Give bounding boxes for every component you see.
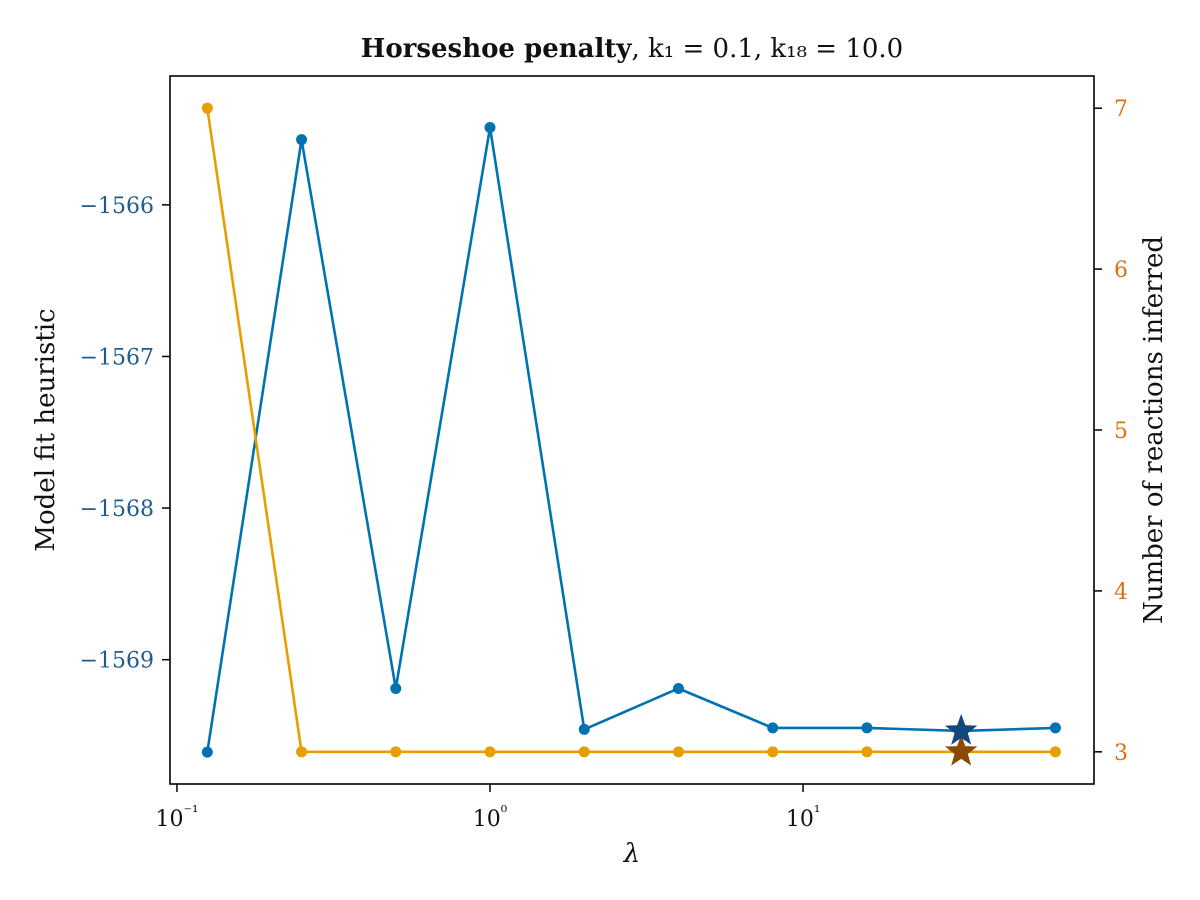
right-axis-series-point xyxy=(201,102,213,114)
right-highlight-star xyxy=(945,734,978,766)
right-axis-series-point xyxy=(1049,746,1061,758)
right-axis-ticks: 3 4 5 6 7 xyxy=(1094,97,1128,766)
left-axis-series-point xyxy=(861,722,873,734)
left-tick-label: −1567 xyxy=(80,345,154,370)
left-axis-ticks: −1566 −1567 −1568 −1569 xyxy=(80,194,170,674)
plot-area xyxy=(201,102,1061,766)
right-axis-series-point xyxy=(484,746,496,758)
left-axis-series-point xyxy=(578,723,590,735)
right-tick-label: 7 xyxy=(1114,97,1128,122)
left-axis-series-point xyxy=(672,682,684,694)
left-axis-series-point xyxy=(484,122,496,134)
left-axis-series-point xyxy=(201,746,213,758)
left-highlight-star xyxy=(945,713,978,745)
left-axis-series-point xyxy=(1049,722,1061,734)
left-axis-label: Model fit heuristic xyxy=(31,308,61,551)
x-axis-ticks: 10⁻¹ 10⁰ 10¹ xyxy=(156,784,820,832)
right-tick-label: 6 xyxy=(1114,258,1128,283)
x-tick-label: 10¹ xyxy=(786,802,820,832)
x-axis-label: λ xyxy=(623,839,640,869)
left-tick-label: −1566 xyxy=(80,194,154,219)
x-tick-label: 10⁰ xyxy=(473,802,507,832)
right-axis-series-point xyxy=(578,746,590,758)
chart-title-rest: , k₁ = 0.1, k₁₈ = 10.0 xyxy=(632,34,904,64)
left-axis-series-point xyxy=(296,134,308,146)
right-axis-series-point xyxy=(861,746,873,758)
right-axis-series-point xyxy=(767,746,779,758)
right-tick-label: 4 xyxy=(1114,580,1128,605)
x-tick-label: 10⁻¹ xyxy=(156,802,199,832)
left-axis-series-line xyxy=(206,126,1056,753)
right-axis-series-point xyxy=(390,746,402,758)
left-axis-series-point xyxy=(390,682,402,694)
chart-title: Horseshoe penalty, k₁ = 0.1, k₁₈ = 10.0 xyxy=(361,34,903,64)
right-axis-series-point xyxy=(296,746,308,758)
right-axis-series-point xyxy=(672,746,684,758)
left-tick-label: −1569 xyxy=(80,649,154,674)
left-axis-series-point xyxy=(767,722,779,734)
right-axis-series-line xyxy=(206,107,1056,754)
chart-title-bold: Horseshoe penalty xyxy=(361,34,633,64)
right-axis-label: Number of reactions inferred xyxy=(1139,236,1169,624)
right-tick-label: 3 xyxy=(1114,741,1128,766)
left-tick-label: −1568 xyxy=(80,497,154,522)
right-tick-label: 5 xyxy=(1114,419,1128,444)
